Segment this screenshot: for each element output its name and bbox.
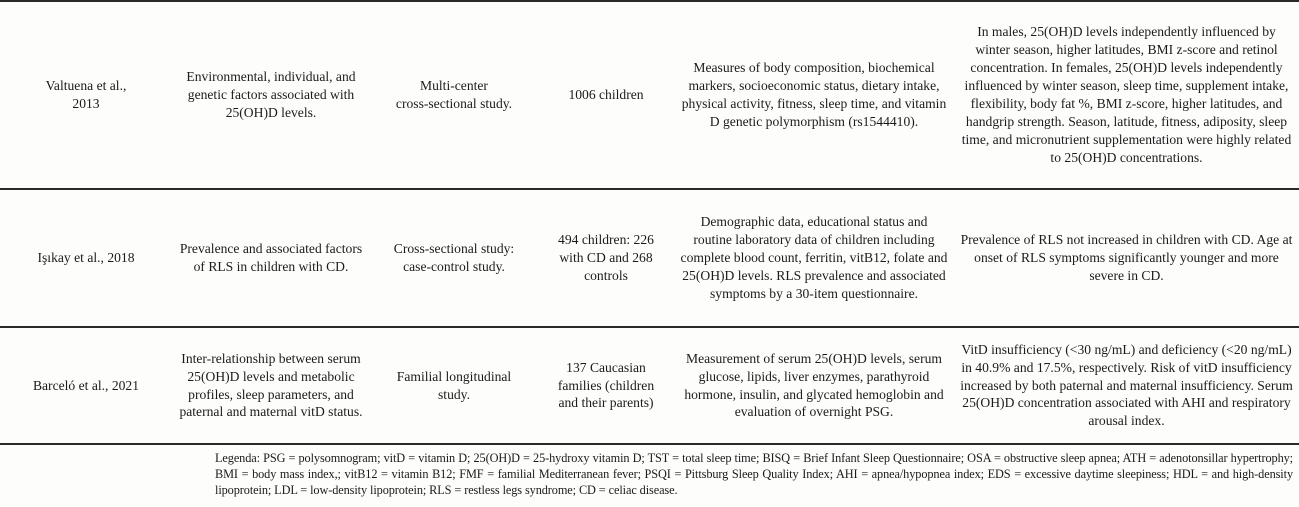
cell-study-sample: 1006 children xyxy=(568,87,644,103)
cell-study-measures: Measures of body composition, biochemica… xyxy=(681,60,947,129)
table-row: Barceló et al., 2021 Inter-relationship … xyxy=(0,327,1299,444)
cell-study-authors: Valtuena et al., 2013 xyxy=(45,78,127,111)
cell-study-findings: Prevalence of RLS not increased in child… xyxy=(960,232,1293,283)
cell-study-design: Multi-center cross-sectional study. xyxy=(395,78,513,111)
table-row: Valtuena et al., 2013 Environmental, ind… xyxy=(0,1,1299,189)
cell-study-measures: Measurement of serum 25(OH)D levels, ser… xyxy=(684,350,944,420)
cell-study-sample: 494 children: 226 with CD and 268 contro… xyxy=(558,232,654,283)
legend-footnote: Legenda: PSG = polysomnogram; vitD = vit… xyxy=(215,451,1293,498)
cell-study-authors: Işıkay et al., 2018 xyxy=(37,250,135,266)
cell-study-findings: VitD insufficiency (<30 ng/mL) and defic… xyxy=(960,341,1293,429)
cell-study-aim: Prevalence and associated factors of RLS… xyxy=(179,241,363,274)
studies-table: Valtuena et al., 2013 Environmental, ind… xyxy=(0,0,1299,444)
cell-study-design: Cross-sectional study: case-control stud… xyxy=(393,241,515,274)
cell-study-aim: Environmental, individual, and genetic f… xyxy=(186,69,356,120)
table-row: Işıkay et al., 2018 Prevalence and assoc… xyxy=(0,189,1299,327)
cell-study-authors: Barceló et al., 2021 xyxy=(32,377,140,393)
cell-study-aim: Inter-relationship between serum 25(OH)D… xyxy=(179,350,363,420)
cell-study-measures: Demographic data, educational status and… xyxy=(680,214,948,301)
cell-study-design: Familial longitudinal study. xyxy=(396,368,512,402)
cell-study-sample: 137 Caucasian families (children and the… xyxy=(557,359,655,411)
cell-study-findings: In males, 25(OH)D levels independently i… xyxy=(961,24,1292,165)
